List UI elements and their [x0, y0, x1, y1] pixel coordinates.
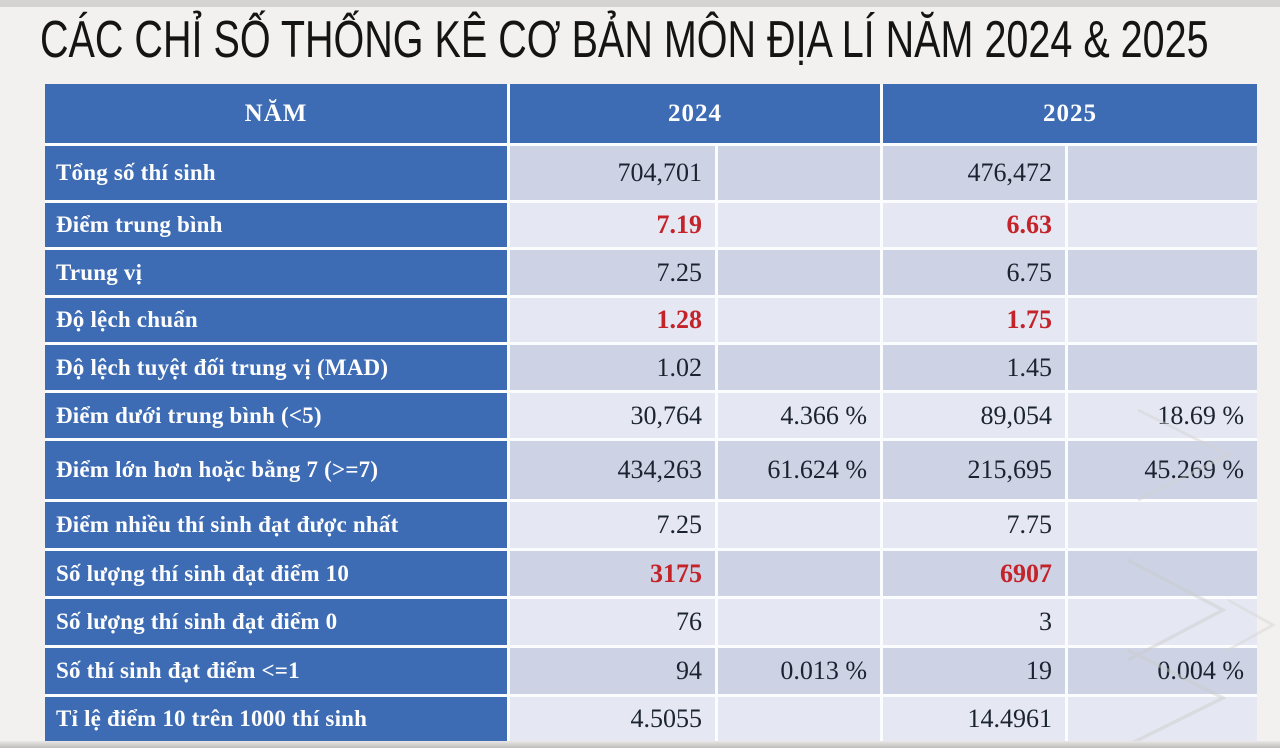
- header-cell-2024: 2024: [510, 84, 880, 143]
- row-label: Trung vị: [45, 250, 507, 295]
- value-2025: 3: [883, 599, 1065, 645]
- percent-2024: [718, 146, 880, 200]
- row-label: Điểm trung bình: [45, 203, 507, 247]
- value-2024: 94: [510, 648, 715, 694]
- value-2024: 1.28: [510, 298, 715, 342]
- percent-2024: [718, 345, 880, 390]
- bottom-edge-strip: [0, 741, 1280, 748]
- value-2025: 89,054: [883, 393, 1065, 438]
- value-2024: 7.19: [510, 203, 715, 247]
- percent-2024: 61.624 %: [718, 441, 880, 499]
- value-2025: 14.4961: [883, 697, 1065, 741]
- row-label: Điểm lớn hơn hoặc bằng 7 (>=7): [45, 441, 507, 499]
- percent-2025: 0.004 %: [1068, 648, 1257, 694]
- value-2024: 7.25: [510, 250, 715, 295]
- value-2024: 30,764: [510, 393, 715, 438]
- top-edge-strip: [0, 0, 1280, 7]
- row-label: Tổng số thí sinh: [45, 146, 507, 200]
- value-2025: 7.75: [883, 502, 1065, 548]
- row-label: Số thí sinh đạt điểm <=1: [45, 648, 507, 694]
- percent-2024: [718, 250, 880, 295]
- percent-2024: [718, 203, 880, 247]
- percent-2024: [718, 697, 880, 741]
- percent-2024: [718, 551, 880, 596]
- page-title: CÁC CHỈ SỐ THỐNG KÊ CƠ BẢN MÔN ĐỊA LÍ NĂ…: [40, 11, 1209, 69]
- value-2025: 215,695: [883, 441, 1065, 499]
- header-cell-year: NĂM: [45, 84, 507, 143]
- row-label: Điểm nhiều thí sinh đạt được nhất: [45, 502, 507, 548]
- percent-2025: 45.269 %: [1068, 441, 1257, 499]
- percent-2025: 18.69 %: [1068, 393, 1257, 438]
- value-2024: 704,701: [510, 146, 715, 200]
- row-label: Độ lệch chuẩn: [45, 298, 507, 342]
- value-2025: 6907: [883, 551, 1065, 596]
- percent-2025: [1068, 551, 1257, 596]
- percent-2024: 4.366 %: [718, 393, 880, 438]
- value-2024: 434,263: [510, 441, 715, 499]
- value-2024: 76: [510, 599, 715, 645]
- percent-2024: [718, 599, 880, 645]
- value-2025: 1.45: [883, 345, 1065, 390]
- percent-2024: [718, 298, 880, 342]
- value-2024: 3175: [510, 551, 715, 596]
- percent-2025: [1068, 599, 1257, 645]
- percent-2025: [1068, 298, 1257, 342]
- statistics-table: NĂM 2024 2025 Tổng số thí sinh 704,701 4…: [45, 84, 1257, 741]
- value-2025: 476,472: [883, 146, 1065, 200]
- value-2025: 19: [883, 648, 1065, 694]
- percent-2025: [1068, 203, 1257, 247]
- percent-2024: [718, 502, 880, 548]
- value-2024: 7.25: [510, 502, 715, 548]
- row-label: Tỉ lệ điểm 10 trên 1000 thí sinh: [45, 697, 507, 741]
- percent-2025: [1068, 697, 1257, 741]
- value-2025: 1.75: [883, 298, 1065, 342]
- percent-2025: [1068, 250, 1257, 295]
- value-2024: 1.02: [510, 345, 715, 390]
- percent-2025: [1068, 502, 1257, 548]
- header-cell-2025: 2025: [883, 84, 1257, 143]
- value-2025: 6.75: [883, 250, 1065, 295]
- row-label: Độ lệch tuyệt đối trung vị (MAD): [45, 345, 507, 390]
- value-2025: 6.63: [883, 203, 1065, 247]
- row-label: Điểm dưới trung bình (<5): [45, 393, 507, 438]
- percent-2025: [1068, 146, 1257, 200]
- value-2024: 4.5055: [510, 697, 715, 741]
- percent-2025: [1068, 345, 1257, 390]
- row-label: Số lượng thí sinh đạt điểm 10: [45, 551, 507, 596]
- row-label: Số lượng thí sinh đạt điểm 0: [45, 599, 507, 645]
- percent-2024: 0.013 %: [718, 648, 880, 694]
